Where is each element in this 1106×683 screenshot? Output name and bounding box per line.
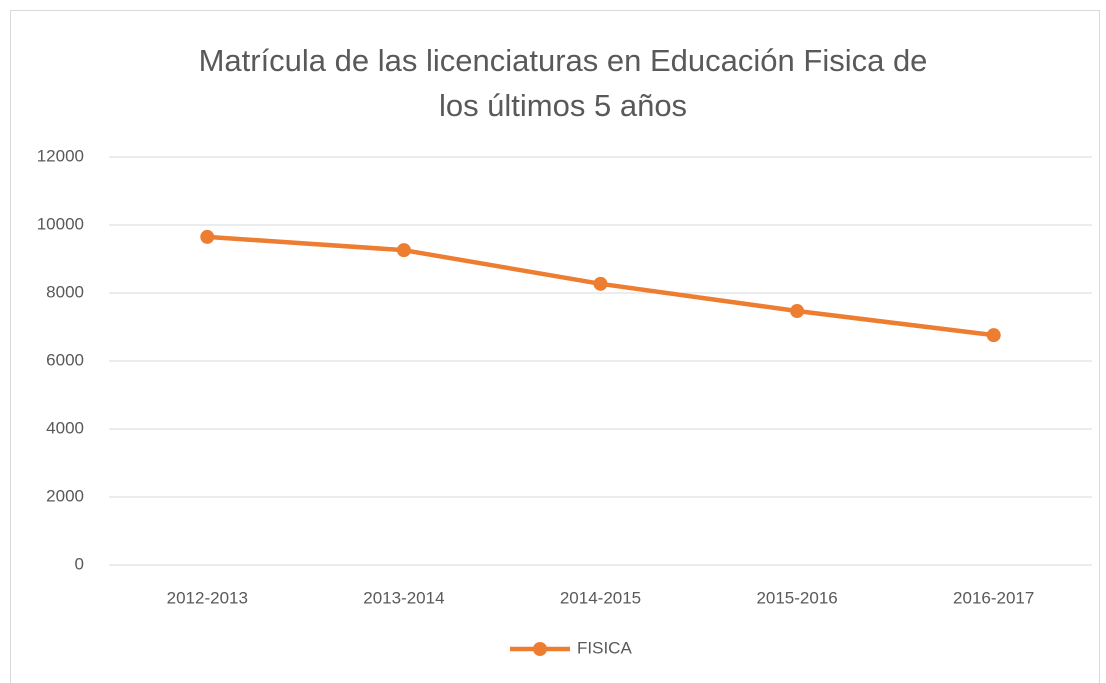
- x-tick-label: 2013-2014: [363, 588, 444, 607]
- chart-title: Matrícula de las licenciaturas en Educac…: [198, 43, 928, 123]
- y-tick-label: 2000: [46, 486, 84, 505]
- y-tick-label: 0: [75, 554, 84, 573]
- x-tick-label: 2012-2013: [167, 588, 248, 607]
- data-point: [593, 276, 608, 291]
- chart-frame: [10, 10, 1100, 683]
- x-tick-label: 2014-2015: [560, 588, 641, 607]
- x-tick-label: 2016-2017: [953, 588, 1034, 607]
- data-point: [396, 243, 411, 258]
- data-point: [200, 229, 215, 244]
- data-point: [790, 304, 805, 319]
- y-tick-label: 8000: [46, 282, 84, 301]
- data-point: [986, 328, 1001, 343]
- legend-marker: [533, 642, 547, 656]
- x-tick-label: 2015-2016: [756, 588, 837, 607]
- y-tick-label: 10000: [37, 214, 84, 233]
- y-tick-label: 12000: [37, 146, 84, 165]
- legend-label: FISICA: [577, 638, 632, 657]
- y-tick-label: 4000: [46, 418, 84, 437]
- y-tick-label: 6000: [46, 350, 84, 369]
